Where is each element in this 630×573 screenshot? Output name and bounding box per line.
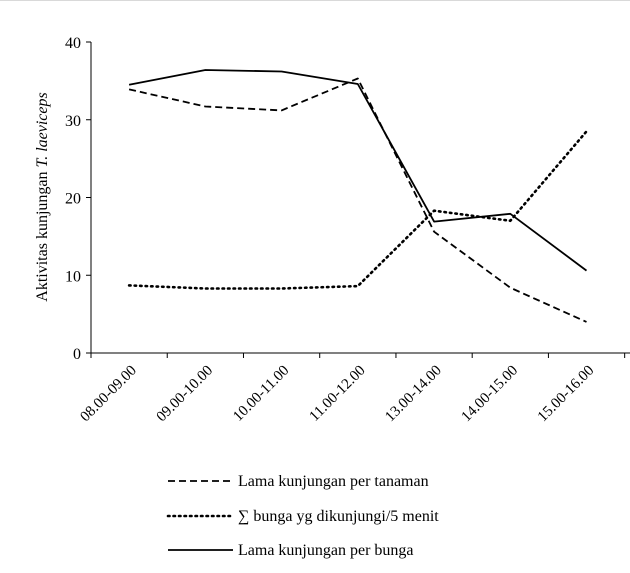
series-line-dotted (127, 130, 588, 290)
y-tick-label: 40 (65, 35, 81, 52)
x-tick-label: 14.00-15.00 (459, 363, 522, 426)
y-tick-label: 30 (65, 113, 81, 130)
y-axis-label: Aktivitas kunjungan T. laeviceps (34, 92, 51, 301)
x-ticks: 08.00-09.00 09.00-10.00 10.00-11.00 11.00-1… (77, 353, 626, 426)
y-ticks: 0 10 20 30 40 (65, 35, 91, 363)
y-tick-label: 20 (65, 191, 81, 208)
x-tick-label: 11.00-12.00 (306, 363, 368, 425)
x-tick-label: 15.00-16.00 (535, 363, 598, 426)
x-tick-label: 09.00-10.00 (154, 363, 217, 426)
x-tick-label: 10.00-11.00 (230, 363, 292, 425)
legend: Lama kunjungan per tanaman ∑ bunga yg dik… (166, 473, 439, 559)
series-lines (127, 69, 588, 323)
legend-label: ∑ bunga yg dikunjungi/5 menit (238, 508, 439, 525)
y-tick-label: 10 (65, 268, 81, 285)
x-tick-label: 13.00-14.00 (382, 363, 445, 426)
legend-label: Lama kunjungan per bunga (238, 542, 414, 559)
y-tick-label: 0 (73, 346, 81, 363)
y-axis-label-text: Aktivitas kunjungan (34, 168, 51, 302)
x-tick-label: 08.00-09.00 (77, 363, 140, 426)
series-line-dashed (128, 77, 587, 323)
legend-label: Lama kunjungan per tanaman (238, 473, 429, 490)
series-line-solid (128, 69, 588, 272)
y-axis-label-species: T. laeviceps (34, 92, 51, 167)
